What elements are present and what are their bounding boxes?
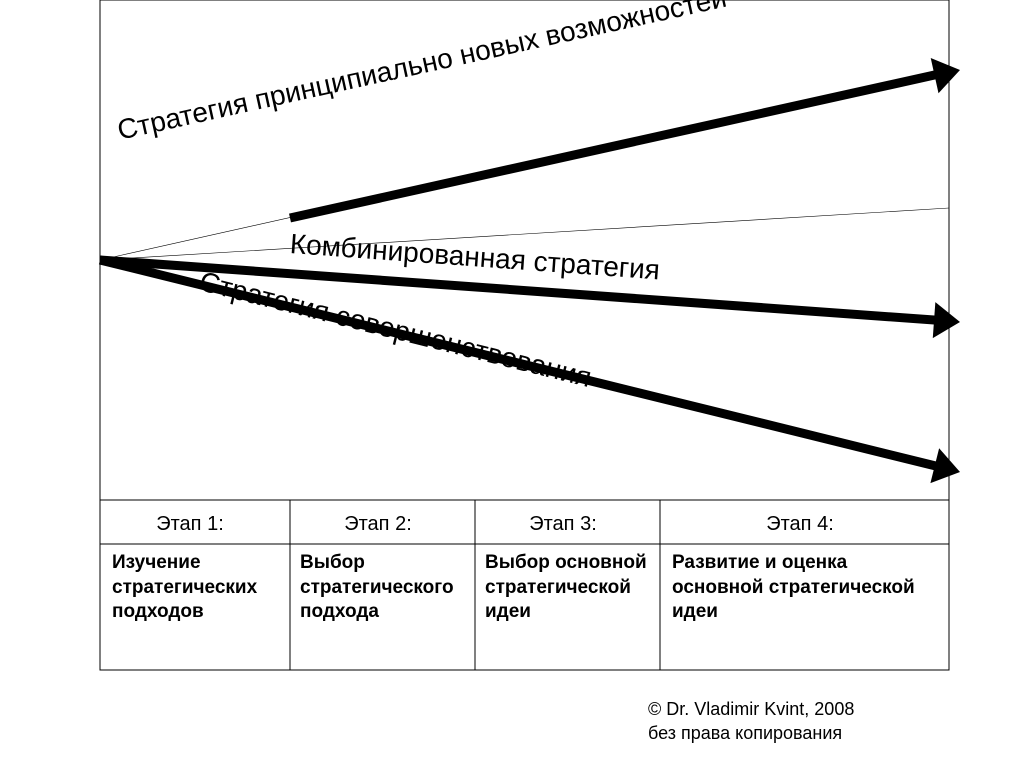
stage-2-desc: Выбор стратегического подхода: [300, 551, 470, 625]
stage-4-header: Этап 4:: [660, 513, 940, 536]
credit-line-2: без права копирования: [648, 723, 842, 743]
stage-4-desc: Развитие и оценка основной стратегическо…: [672, 551, 942, 625]
credit-line-1: © Dr. Vladimir Kvint, 2008: [648, 699, 854, 719]
stage-3-desc: Выбор основной стратегической идеи: [485, 551, 655, 625]
diagram-stage: Стратегия принципиально новых возможност…: [0, 0, 1024, 767]
stage-3-header: Этап 3:: [468, 513, 658, 536]
stage-2-header: Этап 2:: [283, 513, 473, 536]
stage-1-header: Этап 1:: [95, 513, 285, 536]
stage-1-desc: Изучение стратегических подходов: [112, 551, 282, 625]
copyright-credit: © Dr. Vladimir Kvint, 2008 без права коп…: [648, 697, 854, 746]
